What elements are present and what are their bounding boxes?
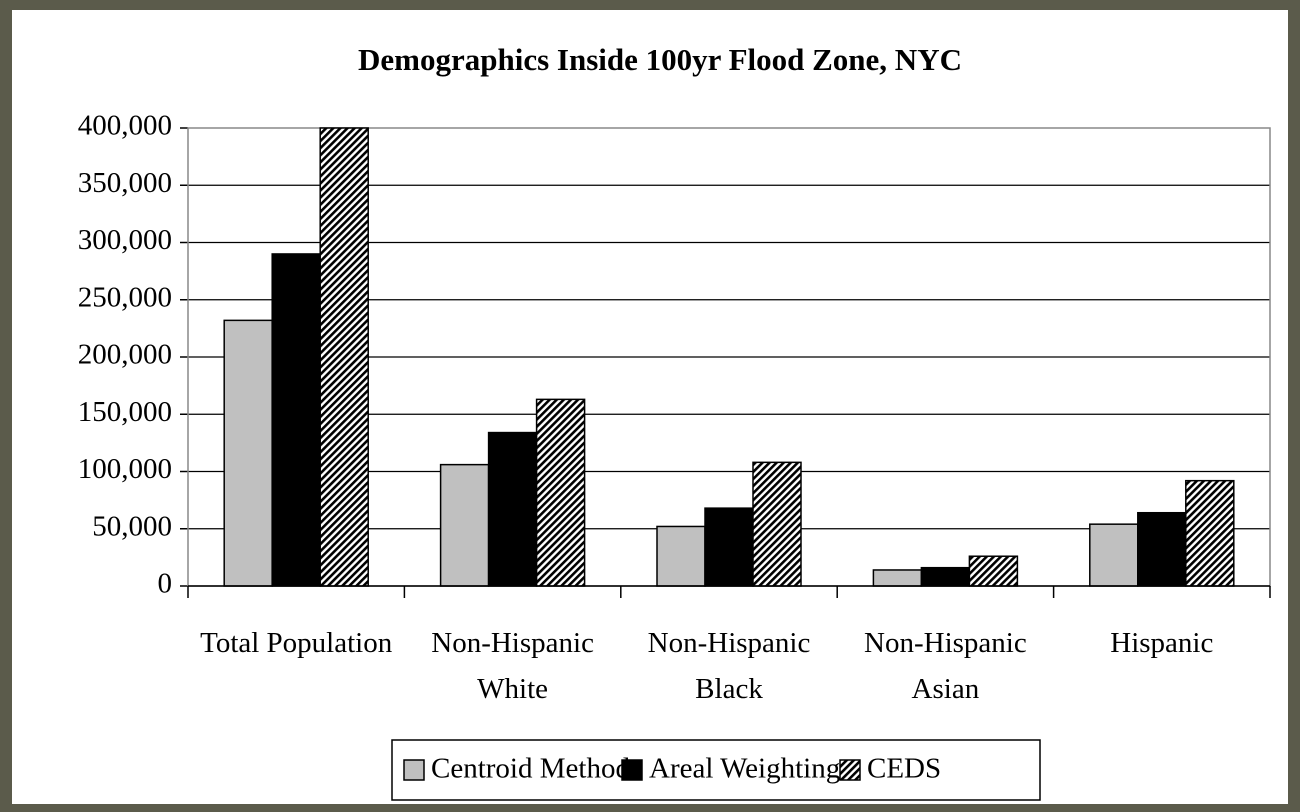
bar (271, 253, 321, 587)
legend-label: Areal Weighting (649, 753, 840, 785)
legend-swatch (839, 759, 861, 781)
bar (1185, 479, 1235, 587)
x-tick-label: Non-Hispanic White (431, 627, 594, 705)
y-tick-label: 300,000 (78, 224, 172, 256)
bar (920, 566, 971, 587)
bar (439, 463, 490, 587)
x-tick-label: Non-Hispanic Black (647, 627, 811, 705)
y-tick-label: 200,000 (78, 339, 172, 371)
bar (1089, 523, 1139, 587)
x-tick-label: Non-Hispanic Asian (864, 627, 1027, 705)
y-tick-label: 250,000 (78, 281, 172, 313)
bar (1137, 511, 1187, 587)
y-tick-label: 0 (158, 568, 173, 600)
bar (704, 507, 754, 587)
bar (487, 431, 538, 587)
legend-label: Centroid Method (431, 753, 630, 785)
bar (752, 461, 802, 587)
legend-box (391, 739, 1041, 801)
bar (656, 525, 706, 587)
legend-swatch (621, 759, 643, 781)
y-tick-label: 100,000 (78, 453, 172, 485)
y-tick-label: 350,000 (78, 167, 172, 199)
x-tick-label: Total Population (200, 627, 393, 659)
bar (872, 569, 923, 587)
y-tick-label: 400,000 (78, 110, 172, 142)
bar (223, 319, 273, 587)
x-tick-label: Hispanic (1110, 627, 1214, 659)
y-tick-label: 50,000 (92, 510, 172, 542)
bar (535, 398, 586, 587)
y-tick-label: 150,000 (78, 396, 172, 428)
bar (319, 127, 369, 587)
bar (968, 555, 1019, 587)
legend-label: CEDS (867, 753, 941, 785)
legend-swatch (403, 759, 425, 781)
chart-title: Demographics Inside 100yr Flood Zone, NY… (358, 42, 962, 77)
